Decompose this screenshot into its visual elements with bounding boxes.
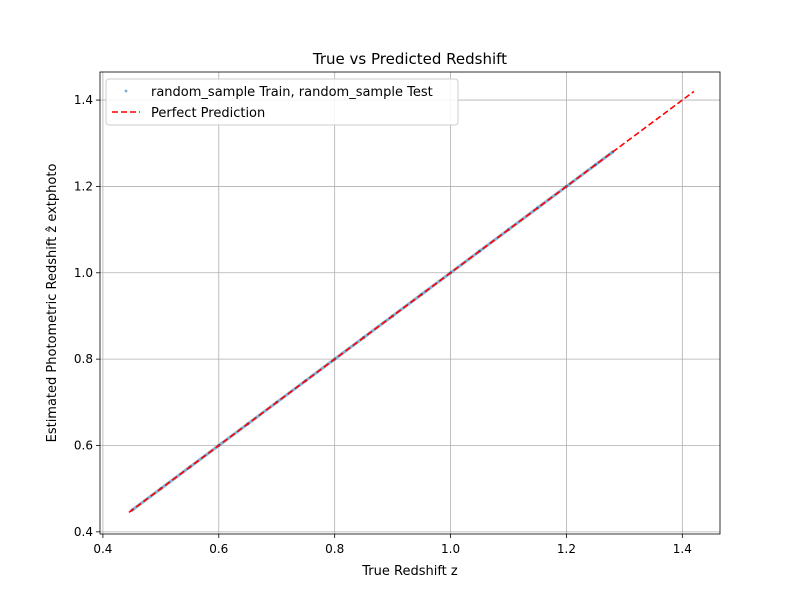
axis-ticks: 0.4 0.6 0.8 1.0 1.2 1.4 0.4 0.6 0.8 1.0 1.2 1.4 [74,93,692,556]
legend-label-line: Perfect Prediction [151,106,265,121]
legend: random_sample Train, random_sample Test … [105,78,459,126]
legend-marker-scatter [124,89,128,93]
x-tick-label: 1.4 [673,542,692,556]
y-tick-label: 0.4 [74,525,93,539]
axes-frame [99,71,721,535]
legend-box [105,78,459,126]
x-axis-label: True Redshift z [361,564,458,579]
plot-area [128,90,695,514]
chart-title: True vs Predicted Redshift [312,50,507,68]
x-tick-label: 0.4 [93,542,112,556]
y-tick-label: 1.4 [74,93,93,107]
y-tick-label: 0.6 [74,438,93,452]
legend-label-scatter: random_sample Train, random_sample Test [151,85,433,100]
x-tick-label: 1.0 [441,542,460,556]
y-axis-label: Estimated Photometric Redshift ẑ extphot… [45,164,60,443]
x-tick-label: 0.8 [325,542,344,556]
y-tick-label: 1.2 [74,179,93,193]
x-tick-label: 0.6 [209,542,228,556]
y-tick-label: 1.0 [74,266,93,280]
x-tick-label: 1.2 [557,542,576,556]
y-tick-label: 0.8 [74,352,93,366]
perfect-prediction-line [128,90,695,514]
